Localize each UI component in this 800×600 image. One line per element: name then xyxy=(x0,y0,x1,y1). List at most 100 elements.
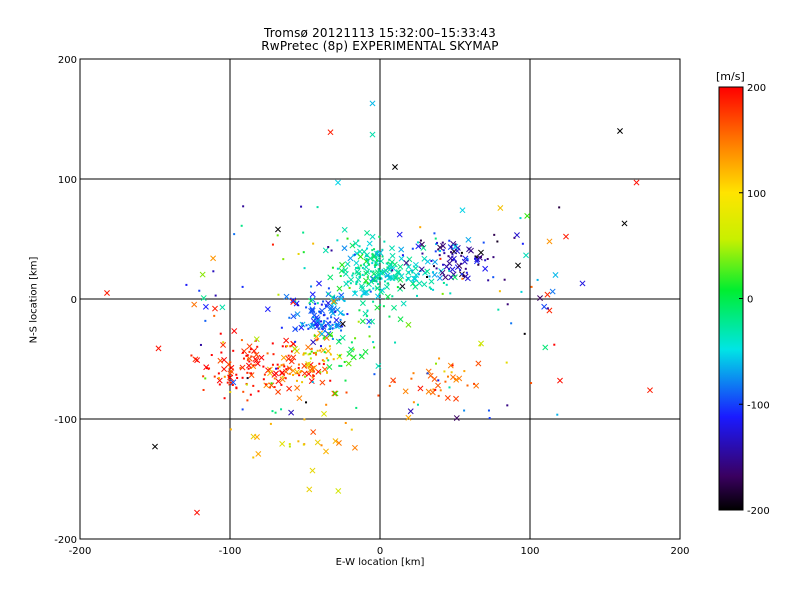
data-point xyxy=(302,231,305,234)
data-point xyxy=(283,293,290,300)
data-point xyxy=(368,288,371,291)
data-point xyxy=(368,325,371,328)
data-point xyxy=(617,128,623,134)
data-point xyxy=(479,344,482,347)
data-point xyxy=(270,382,273,385)
data-point xyxy=(334,310,337,313)
data-point xyxy=(246,343,253,350)
data-point xyxy=(294,300,297,303)
data-point xyxy=(341,226,348,233)
data-point xyxy=(447,255,450,258)
data-point xyxy=(563,233,569,240)
data-point xyxy=(378,235,381,238)
data-point xyxy=(344,261,351,267)
data-point xyxy=(331,298,334,301)
data-point xyxy=(366,247,369,250)
data-point xyxy=(290,313,297,320)
data-point xyxy=(400,300,407,307)
data-point xyxy=(296,395,303,402)
data-point xyxy=(346,350,353,357)
data-point xyxy=(264,383,267,386)
data-point xyxy=(374,252,381,259)
data-point xyxy=(432,259,438,265)
data-point xyxy=(482,241,485,244)
data-point xyxy=(339,318,342,321)
data-point xyxy=(229,428,232,431)
data-point xyxy=(424,268,431,275)
data-point xyxy=(460,254,463,257)
data-point xyxy=(329,294,336,301)
data-point xyxy=(450,240,457,247)
data-point xyxy=(288,443,291,446)
data-point xyxy=(327,331,334,338)
data-point xyxy=(275,226,281,233)
data-point xyxy=(155,345,162,352)
data-point xyxy=(432,265,435,268)
data-point xyxy=(492,256,495,259)
data-point xyxy=(334,323,340,330)
data-point xyxy=(335,487,342,494)
data-point xyxy=(357,266,360,269)
data-point xyxy=(296,304,299,307)
data-point xyxy=(202,303,209,310)
data-point xyxy=(389,245,395,252)
data-point xyxy=(439,389,442,392)
data-point xyxy=(246,371,249,374)
data-point xyxy=(325,348,332,355)
data-point xyxy=(375,287,378,290)
data-point xyxy=(369,131,376,138)
data-point xyxy=(331,337,334,340)
data-point xyxy=(299,321,306,328)
data-point xyxy=(474,257,477,260)
data-point xyxy=(358,275,361,278)
data-point xyxy=(411,275,417,282)
data-point xyxy=(240,339,243,342)
data-point xyxy=(262,365,265,368)
data-point xyxy=(488,417,491,420)
data-point xyxy=(276,363,279,366)
data-point xyxy=(305,344,312,351)
data-point xyxy=(439,257,442,260)
data-point xyxy=(464,267,467,270)
data-point xyxy=(241,408,244,411)
data-point xyxy=(407,271,410,274)
colorbar-tick-label: 100 xyxy=(747,189,766,200)
data-point xyxy=(320,444,323,447)
data-point xyxy=(439,269,446,276)
data-point xyxy=(355,406,358,409)
data-point xyxy=(451,364,454,367)
data-point xyxy=(311,364,318,371)
data-point xyxy=(323,330,326,333)
data-point xyxy=(297,366,300,369)
data-point xyxy=(313,320,320,327)
data-point xyxy=(242,390,245,393)
data-point xyxy=(310,339,317,346)
data-point xyxy=(235,373,238,376)
data-point xyxy=(434,362,437,365)
data-point xyxy=(194,357,201,364)
data-point xyxy=(417,273,420,276)
data-point xyxy=(391,261,398,268)
data-point xyxy=(388,315,391,318)
data-point xyxy=(552,272,559,278)
data-point xyxy=(435,243,438,246)
data-point xyxy=(294,340,297,343)
data-point xyxy=(287,354,290,357)
data-point xyxy=(309,307,316,314)
data-point xyxy=(466,384,469,387)
data-point xyxy=(466,246,472,253)
data-point xyxy=(579,280,586,287)
data-point xyxy=(437,379,440,382)
data-point xyxy=(363,277,369,284)
data-point xyxy=(312,375,315,378)
data-point xyxy=(419,239,422,242)
data-point xyxy=(476,254,483,261)
data-point xyxy=(373,373,376,376)
data-point xyxy=(254,434,260,440)
data-point xyxy=(358,283,365,290)
data-point xyxy=(254,360,261,367)
colorbar-tick-label: -100 xyxy=(747,400,770,411)
data-point xyxy=(390,377,397,384)
data-point xyxy=(255,450,262,457)
data-point xyxy=(251,347,258,354)
